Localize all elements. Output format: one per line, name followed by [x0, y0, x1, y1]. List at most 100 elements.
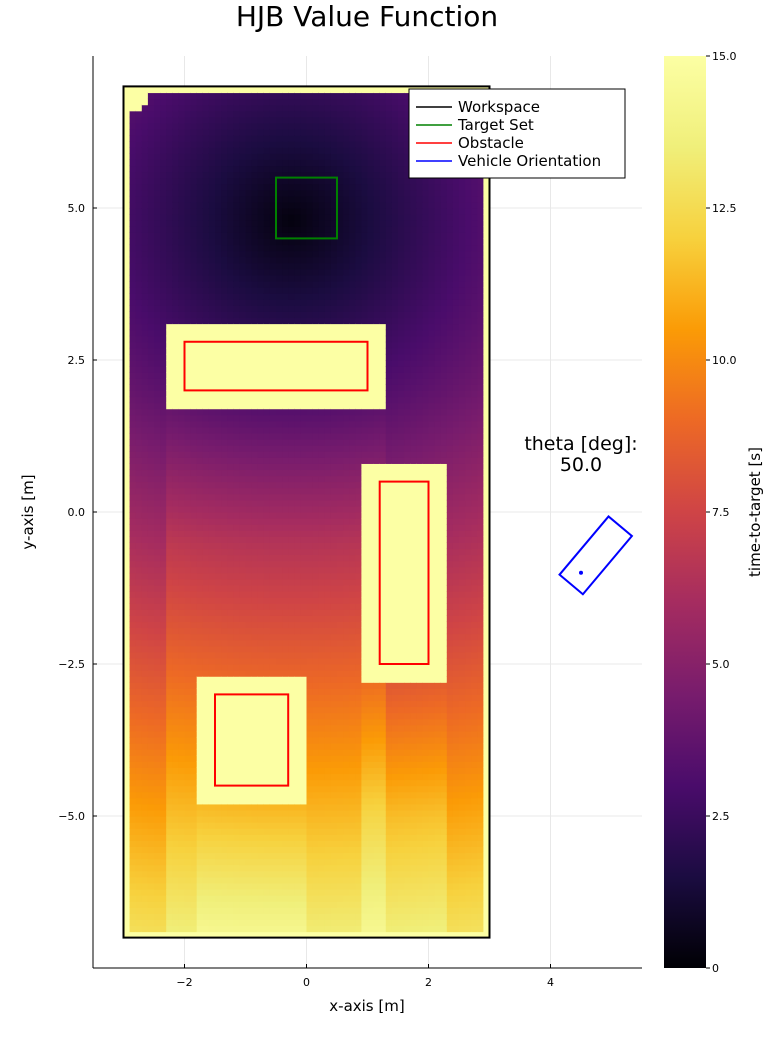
- heatmap-cell: [215, 627, 222, 635]
- heatmap-cell: [251, 232, 259, 239]
- heatmap-cell: [251, 657, 259, 665]
- heatmap-cell: [324, 828, 332, 835]
- heatmap-cell: [306, 469, 314, 477]
- heatmap-cell: [330, 323, 338, 331]
- heatmap-cell: [245, 86, 253, 94]
- heatmap-cell: [300, 791, 308, 799]
- heatmap-cell: [239, 657, 247, 665]
- heatmap-cell: [135, 341, 143, 349]
- heatmap-cell: [251, 809, 259, 817]
- heatmap-cell: [141, 396, 149, 404]
- heatmap-cell: [300, 785, 308, 793]
- heatmap-cell: [147, 360, 155, 367]
- heatmap-cell: [233, 858, 240, 866]
- heatmap-cell: [135, 876, 143, 884]
- heatmap-cell: [227, 639, 234, 647]
- heatmap-cell: [147, 657, 155, 665]
- heatmap-cell: [269, 749, 277, 756]
- heatmap-cell: [239, 536, 247, 543]
- heatmap-cell: [178, 238, 186, 246]
- heatmap-cell: [269, 718, 277, 726]
- heatmap-cell: [202, 505, 210, 513]
- heatmap-cell: [324, 901, 332, 908]
- heatmap-cell: [154, 305, 161, 312]
- heatmap-cell: [202, 98, 210, 106]
- heatmap-cell: [239, 773, 247, 781]
- heatmap-cell: [221, 366, 228, 373]
- heatmap-cell: [324, 791, 332, 799]
- heatmap-cell: [306, 852, 314, 860]
- heatmap-cell: [215, 432, 222, 440]
- heatmap-cell: [276, 755, 283, 762]
- heatmap-cell: [208, 530, 216, 537]
- heatmap-cell: [227, 572, 234, 580]
- heatmap-cell: [221, 439, 228, 446]
- heatmap-cell: [147, 609, 155, 616]
- heatmap-cell: [190, 584, 198, 592]
- heatmap-cell: [202, 688, 210, 695]
- heatmap-cell: [154, 183, 161, 191]
- heatmap-cell: [324, 578, 332, 586]
- heatmap-cell: [337, 463, 344, 471]
- heatmap-cell: [251, 244, 259, 252]
- heatmap-cell: [257, 779, 265, 787]
- heatmap-cell: [166, 256, 173, 264]
- heatmap-cell: [172, 730, 179, 738]
- heatmap-cell: [172, 226, 179, 233]
- heatmap-cell: [300, 201, 308, 209]
- heatmap-cell: [129, 743, 137, 750]
- heatmap-cell: [160, 536, 167, 543]
- heatmap-cell: [215, 116, 222, 124]
- heatmap-cell: [300, 153, 308, 160]
- heatmap-cell: [196, 816, 204, 823]
- heatmap-cell: [324, 432, 332, 440]
- heatmap-cell: [324, 92, 332, 100]
- heatmap-cell: [178, 147, 186, 154]
- heatmap-cell: [135, 724, 143, 732]
- heatmap-cell: [300, 682, 308, 689]
- heatmap-cell: [239, 159, 247, 167]
- heatmap-cell: [330, 761, 338, 768]
- heatmap-cell: [324, 919, 332, 927]
- heatmap-cell: [196, 256, 204, 264]
- heatmap-cell: [239, 876, 247, 884]
- heatmap-cell: [129, 578, 137, 586]
- heatmap-cell: [172, 779, 179, 787]
- heatmap-cell: [135, 621, 143, 629]
- heatmap-cell: [208, 657, 216, 665]
- heatmap-cell: [147, 177, 155, 185]
- heatmap-cell: [184, 481, 192, 489]
- heatmap-cell: [251, 171, 259, 179]
- heatmap-cell: [239, 445, 247, 452]
- heatmap-cell: [172, 876, 179, 884]
- heatmap-cell: [129, 457, 137, 464]
- heatmap-cell: [160, 597, 167, 604]
- heatmap-cell: [147, 761, 155, 768]
- heatmap-cell: [141, 353, 149, 361]
- heatmap-cell: [245, 274, 253, 282]
- heatmap-cell: [172, 822, 179, 829]
- heatmap-cell: [233, 554, 240, 562]
- heatmap-cell: [221, 329, 228, 337]
- heatmap-cell: [330, 396, 338, 404]
- heatmap-cell: [312, 779, 320, 787]
- heatmap-cell: [269, 445, 277, 452]
- heatmap-cell: [324, 840, 332, 847]
- heatmap-cell: [330, 341, 338, 349]
- heatmap-cell: [337, 724, 344, 732]
- heatmap-cell: [178, 761, 186, 768]
- heatmap-cell: [318, 183, 326, 191]
- heatmap-cell: [263, 931, 271, 939]
- heatmap-cell: [288, 657, 295, 665]
- heatmap-cell: [257, 244, 265, 252]
- heatmap-cell: [154, 128, 161, 136]
- heatmap-cell: [227, 329, 234, 337]
- heatmap-cell: [196, 493, 204, 501]
- heatmap-cell: [312, 664, 320, 671]
- heatmap-cell: [221, 797, 228, 805]
- heatmap-cell: [190, 639, 198, 647]
- heatmap-cell: [160, 360, 167, 367]
- heatmap-cell: [263, 220, 271, 227]
- heatmap-cell: [312, 86, 320, 94]
- heatmap-cell: [324, 189, 332, 197]
